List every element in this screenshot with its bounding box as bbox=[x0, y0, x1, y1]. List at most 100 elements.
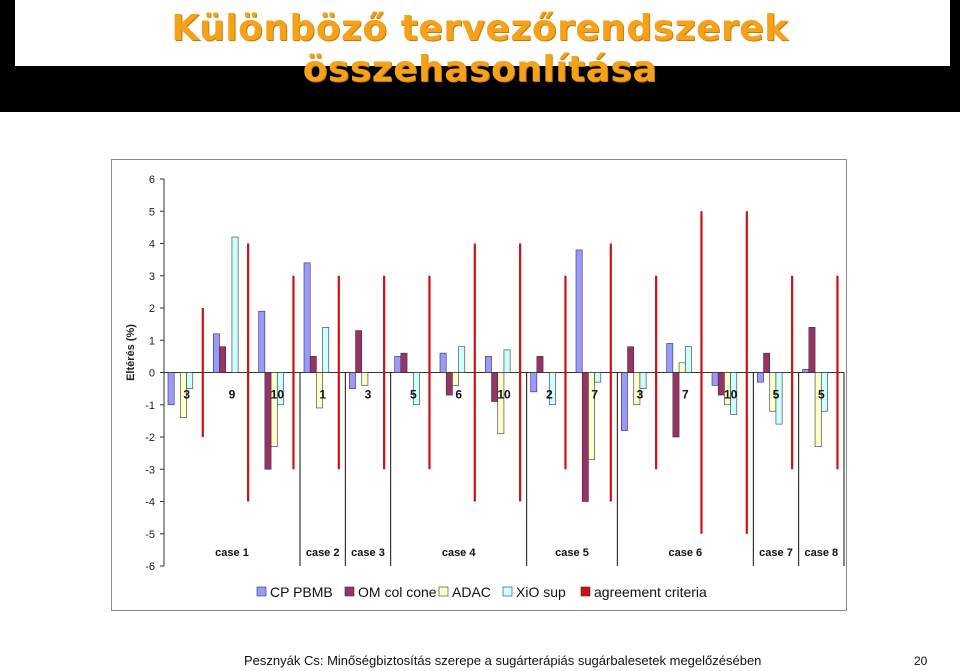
bar-adac bbox=[270, 372, 278, 447]
bar-xio-sup bbox=[820, 372, 828, 412]
y-tick-label: -1 bbox=[145, 400, 155, 412]
bar-cp-pbmb bbox=[167, 372, 175, 406]
bar-cp-pbmb bbox=[394, 356, 402, 373]
bar-xio-sup bbox=[684, 346, 692, 373]
bar-xio-sup bbox=[775, 372, 783, 425]
y-tick-label: 1 bbox=[149, 335, 155, 347]
bar-cp-pbmb bbox=[485, 356, 492, 373]
legend-swatch bbox=[502, 586, 513, 597]
y-tick-label: 4 bbox=[149, 239, 155, 251]
bar-cp-pbmb bbox=[530, 372, 538, 393]
bar-xio-sup bbox=[412, 372, 420, 406]
legend-swatch bbox=[344, 586, 355, 597]
bar-xio-sup bbox=[322, 327, 330, 373]
bar-cp-pbmb bbox=[349, 372, 356, 389]
bar-cp-pbmb bbox=[575, 249, 583, 373]
group-label: case 8 bbox=[805, 547, 839, 559]
group-label: case 7 bbox=[759, 547, 793, 559]
bar-cp-pbmb bbox=[666, 343, 674, 373]
group-label: case 6 bbox=[669, 547, 703, 559]
x-tick-label: 10 bbox=[497, 388, 511, 402]
bar-cp-pbmb bbox=[711, 372, 719, 386]
bar-cp-pbmb bbox=[757, 372, 764, 383]
title-strip bbox=[15, 0, 950, 66]
legend-swatch bbox=[256, 586, 267, 597]
x-tick-label: 2 bbox=[546, 388, 553, 402]
slide-title: Különböző tervezőrendszerek összehasonlí… bbox=[171, 8, 789, 90]
bar-xio-sup bbox=[458, 346, 466, 373]
y-tick-label: 3 bbox=[149, 271, 155, 283]
bar-cp-pbmb bbox=[303, 262, 311, 373]
x-tick-label: 9 bbox=[229, 388, 236, 402]
bar-cp-pbmb bbox=[213, 333, 220, 373]
x-tick-label: 5 bbox=[410, 388, 417, 402]
x-tick-label: 3 bbox=[365, 388, 372, 402]
x-tick-label: 10 bbox=[724, 388, 738, 402]
bar-adac bbox=[180, 372, 187, 418]
bar-cp-pbmb bbox=[439, 352, 447, 373]
bar-xio-sup bbox=[594, 372, 602, 383]
bar-adac bbox=[452, 372, 459, 386]
y-tick-label: -2 bbox=[145, 432, 155, 444]
bar-xio-sup bbox=[548, 372, 556, 406]
y-tick-label: 6 bbox=[149, 174, 155, 186]
bar-om-col-cone bbox=[536, 356, 544, 373]
y-tick-label: -6 bbox=[145, 561, 155, 573]
group-label: case 4 bbox=[442, 547, 477, 559]
x-tick-label: 5 bbox=[818, 388, 825, 402]
x-tick-label: 1 bbox=[319, 388, 326, 402]
bar-om-col-cone bbox=[400, 352, 408, 373]
bar-xio-sup bbox=[730, 372, 738, 415]
bar-om-col-cone bbox=[672, 372, 680, 438]
bar-xio-sup bbox=[276, 372, 284, 406]
legend-swatch bbox=[438, 586, 449, 597]
legend-label: XiO sup bbox=[516, 584, 566, 600]
bar-om-col-cone bbox=[581, 372, 589, 502]
bar-xio-sup bbox=[186, 372, 194, 389]
y-tick-label: 0 bbox=[149, 368, 155, 380]
bar-om-col-cone bbox=[355, 330, 363, 373]
x-tick-label: 10 bbox=[271, 388, 285, 402]
y-tick-label: 2 bbox=[149, 303, 155, 315]
group-label: case 1 bbox=[215, 547, 249, 559]
bar-om-col-cone bbox=[445, 372, 453, 396]
bar-om-col-cone bbox=[309, 356, 317, 373]
bar-xio-sup bbox=[231, 236, 239, 373]
y-axis-label: Eltérés (%) bbox=[125, 324, 137, 381]
x-tick-label: 3 bbox=[183, 388, 190, 402]
bar-om-col-cone bbox=[627, 346, 635, 373]
group-label: case 2 bbox=[306, 547, 340, 559]
bar-adac bbox=[497, 372, 505, 435]
x-tick-label: 6 bbox=[455, 388, 462, 402]
bar-adac bbox=[678, 362, 686, 373]
bar-adac bbox=[316, 372, 323, 409]
group-label: case 3 bbox=[351, 547, 385, 559]
legend-label: ADAC bbox=[452, 584, 491, 600]
bar-adac bbox=[361, 372, 369, 386]
y-tick-label: -4 bbox=[145, 497, 155, 509]
x-tick-label: 7 bbox=[682, 388, 689, 402]
chart-frame: 6 5 4 3 2 1 0 -1 -2 -3 -4 -5 -6 Eltérés (%) 3 9 10 1 3 5 6 10… bbox=[111, 159, 847, 611]
bar-cp-pbmb bbox=[258, 310, 266, 373]
x-tick-label: 5 bbox=[773, 388, 780, 402]
slide-footer: Pesznyák Cs: Minőségbiztosítás szerepe a… bbox=[244, 653, 762, 668]
y-tick-label: -3 bbox=[145, 464, 155, 476]
legend-swatch bbox=[580, 586, 591, 597]
y-tick-label: -5 bbox=[145, 529, 155, 541]
bar-xio-sup bbox=[639, 372, 647, 389]
bar-adac bbox=[588, 372, 595, 460]
bar-adac bbox=[814, 372, 822, 447]
group-label: case 5 bbox=[555, 547, 589, 559]
x-tick-label: 3 bbox=[637, 388, 644, 402]
legend-label: agreement criteria bbox=[594, 584, 707, 600]
page-number: 20 bbox=[914, 654, 928, 668]
y-tick-label: 5 bbox=[149, 206, 155, 218]
x-tick-label: 7 bbox=[591, 388, 598, 402]
bar-om-col-cone bbox=[808, 327, 816, 373]
bar-cp-pbmb bbox=[802, 368, 810, 373]
legend-label: CP PBMB bbox=[270, 584, 333, 600]
bar-om-col-cone bbox=[763, 352, 771, 373]
legend-label: OM col cone bbox=[358, 584, 437, 600]
bar-om-col-cone bbox=[219, 346, 227, 373]
